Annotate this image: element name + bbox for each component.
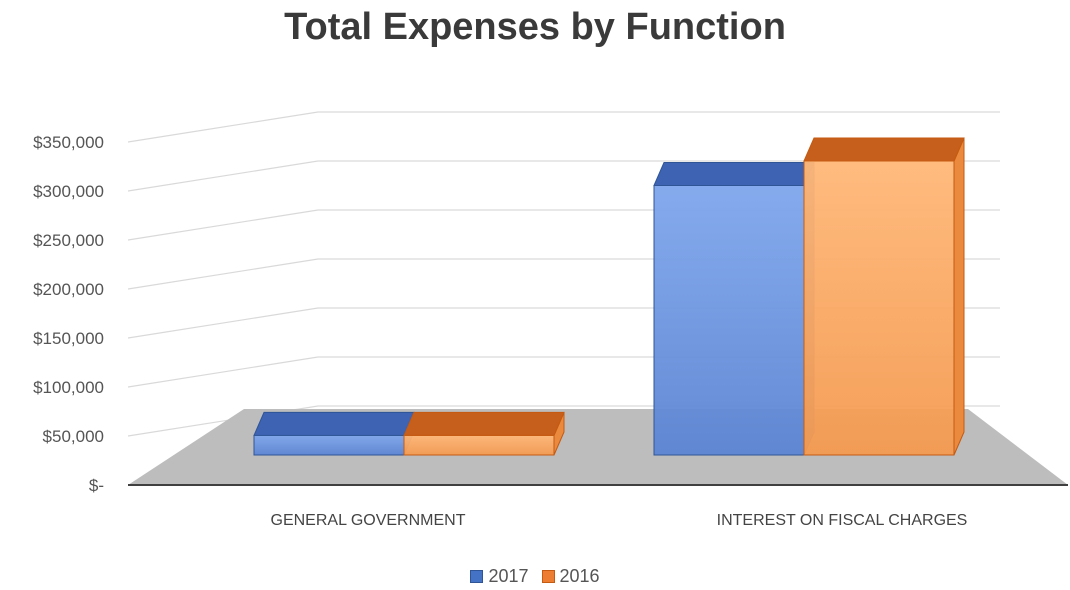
bar-front-face [803,160,955,456]
bar-2017-0 [253,411,415,456]
bar-top-face [253,411,415,436]
bar-top-face [803,137,965,162]
bar-front-face [253,434,405,456]
gridline [127,111,1000,143]
x-category-label: GENERAL GOVERNMENT [271,512,466,529]
legend: 2017 2016 [0,566,1070,588]
gridlines [127,111,1000,437]
bar-top-face [653,162,815,186]
legend-label-2016: 2016 [559,566,600,586]
gridline [127,160,1000,192]
y-tick-label: $- [89,476,104,495]
chart-title: Total Expenses by Function [284,6,786,48]
y-tick-label: $150,000 [33,329,104,348]
legend-label-2017: 2017 [488,566,529,586]
legend-item-2017: 2017 [470,566,528,587]
bars [253,137,965,456]
x-category-label: INTEREST ON FISCAL CHARGES [717,512,968,529]
bar-2017-1 [653,162,815,456]
y-tick-label: $350,000 [33,133,104,152]
legend-item-2016: 2016 [541,566,600,587]
legend-swatch-2017 [470,570,484,583]
y-tick-label: $300,000 [33,182,104,201]
bar-side-face [953,137,965,456]
bar-front-face [403,434,555,456]
y-tick-label: $250,000 [33,231,104,250]
bar-top-face [403,411,565,436]
axis-labels: $- $50,000 $100,000 $150,000 $200,000 $250,00… [33,133,967,529]
y-tick-label: $100,000 [33,378,104,397]
y-tick-label: $200,000 [33,280,104,299]
bar-front-face [653,185,805,456]
bar-2016-0 [403,411,565,456]
legend-swatch-2016 [541,570,555,583]
bar-2016-1 [803,137,965,456]
y-tick-label: $50,000 [43,427,104,446]
